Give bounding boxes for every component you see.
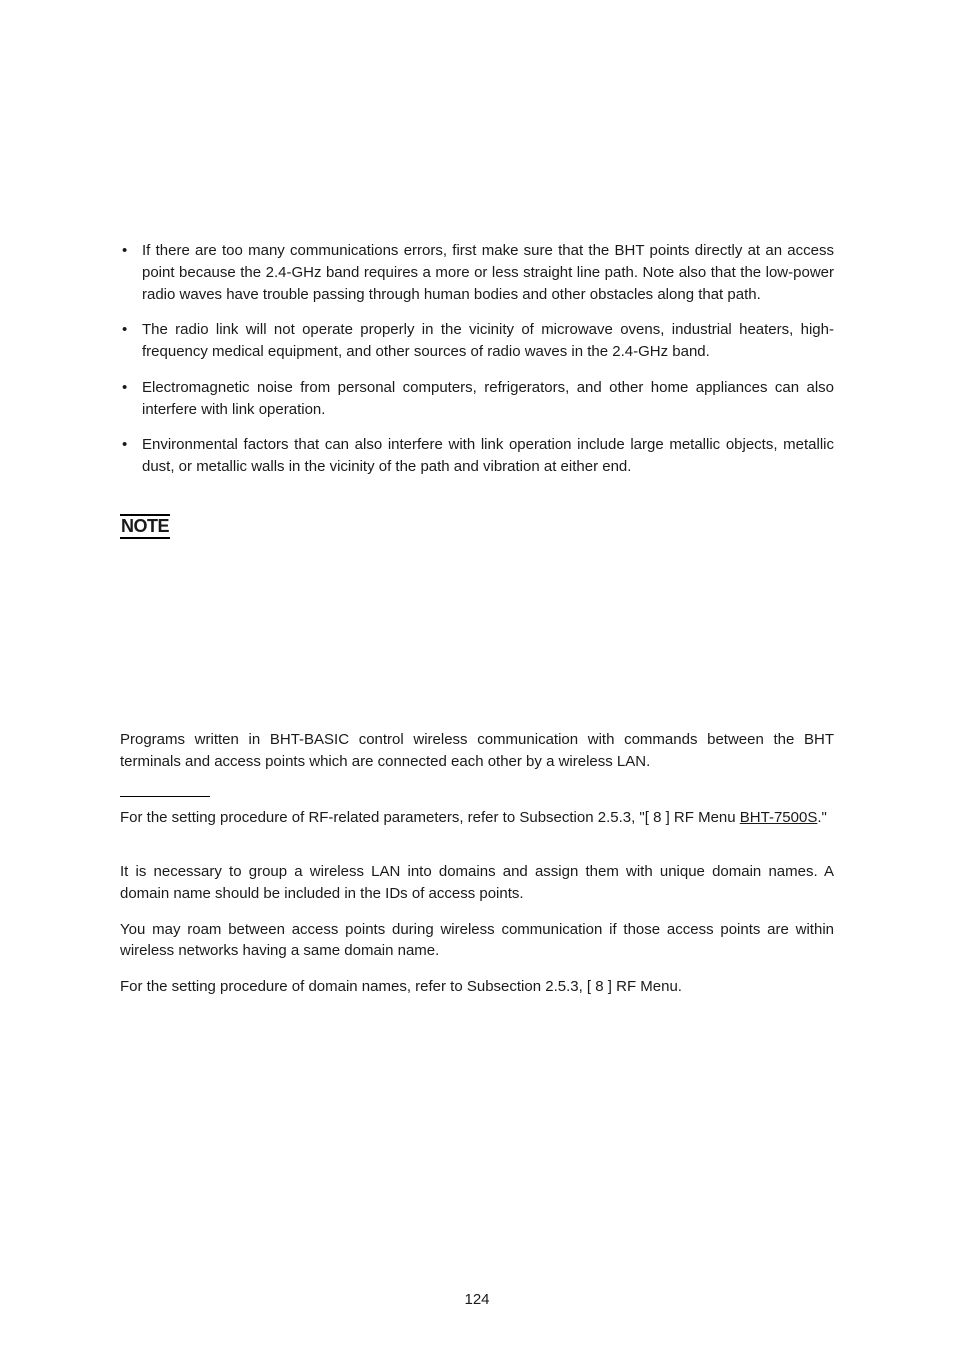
paragraph: For the setting procedure of RF-related … (120, 807, 834, 829)
bullet-item: • Environmental factors that can also in… (120, 434, 834, 478)
paragraph: It is necessary to group a wireless LAN … (120, 861, 834, 905)
page-number: 124 (0, 1291, 954, 1308)
bullet-text: The radio link will not operate properly… (142, 319, 834, 363)
paragraph: Programs written in BHT-BASIC control wi… (120, 729, 834, 773)
bullet-item: • Electromagnetic noise from personal co… (120, 377, 834, 421)
paragraph: You may roam between access points durin… (120, 919, 834, 963)
bullet-text: If there are too many communications err… (142, 240, 834, 305)
horizontal-rule (120, 796, 210, 797)
spacer (120, 539, 834, 729)
bullet-item: • The radio link will not operate proper… (120, 319, 834, 363)
paragraph: For the setting procedure of domain name… (120, 976, 834, 998)
bullet-text: Environmental factors that can also inte… (142, 434, 834, 478)
bullet-marker: • (120, 319, 142, 363)
note-label: NOTE (120, 514, 170, 539)
bullet-item: • If there are too many communications e… (120, 240, 834, 305)
text-fragment: For the setting procedure of RF-related … (120, 809, 740, 826)
bullet-marker: • (120, 240, 142, 305)
underlined-text: BHT-7500S (740, 809, 818, 826)
bullet-text: Electromagnetic noise from personal comp… (142, 377, 834, 421)
bullet-marker: • (120, 434, 142, 478)
spacer (120, 843, 834, 861)
bullet-marker: • (120, 377, 142, 421)
text-fragment: ." (817, 809, 827, 826)
